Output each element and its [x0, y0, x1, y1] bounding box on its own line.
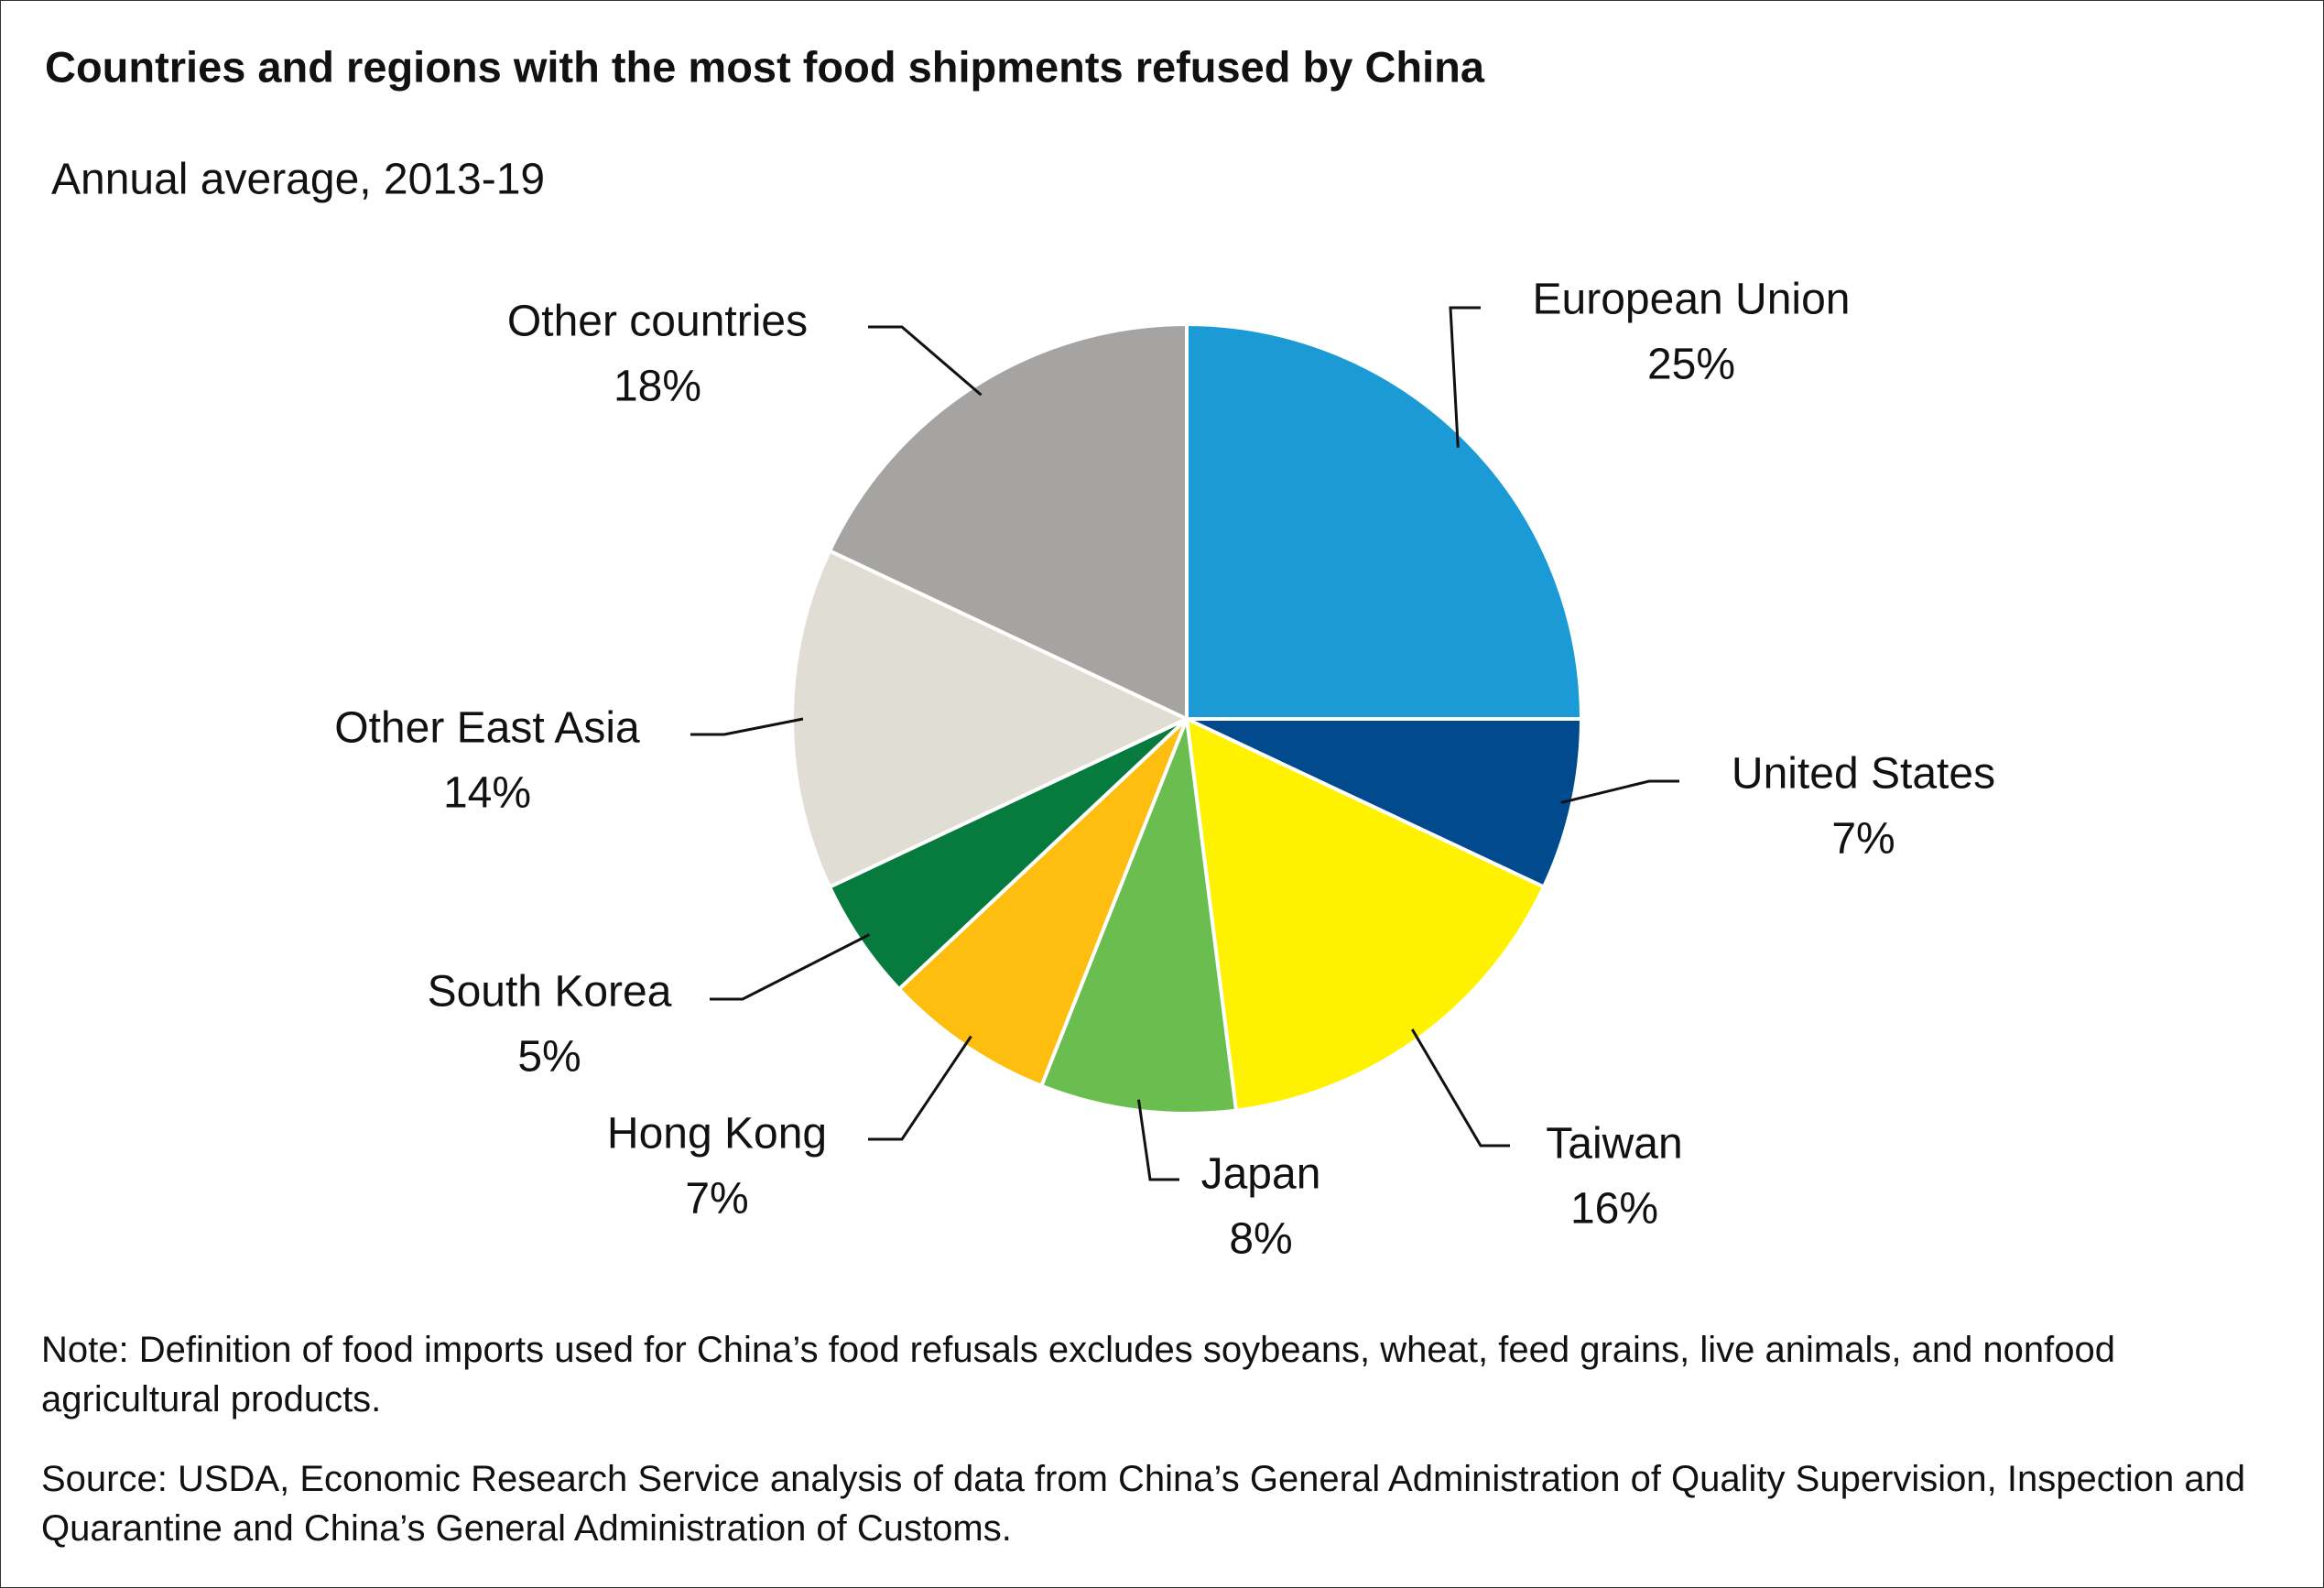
slice-label: Other East Asia: [334, 704, 640, 753]
pie-slice: [790, 548, 1191, 890]
slice-label: Japan: [1201, 1150, 1321, 1199]
chart-title: Countries and regions with the most food…: [45, 42, 1485, 91]
leader-line: [868, 325, 983, 397]
pie-slice: [1186, 717, 1584, 890]
leader-line: [1137, 1099, 1179, 1181]
slice-value-label: 18%: [614, 363, 701, 411]
leader-line: [690, 717, 804, 736]
leader-line: [868, 1035, 972, 1141]
source: Source: USDA, Economic Research Service …: [41, 1459, 2246, 1549]
slice-value-label: 7%: [685, 1175, 748, 1224]
chart-subtitle: Annual average, 2013-19: [51, 156, 545, 204]
leader-line: [1560, 779, 1679, 804]
slice-value-label: 25%: [1647, 341, 1735, 389]
slice-label: European Union: [1533, 276, 1851, 324]
pie-slice: [1185, 321, 1584, 721]
slice-label: Hong Kong: [607, 1110, 827, 1158]
slice-label: Taiwan: [1546, 1120, 1682, 1169]
slice-value-label: 8%: [1229, 1215, 1292, 1264]
slice-value-label: 5%: [517, 1033, 581, 1082]
note: Note: Definition of food imports used fo…: [41, 1330, 2116, 1419]
pie-slice: [1038, 718, 1239, 1115]
slice-label: Other countries: [507, 298, 808, 346]
leader-line: [1410, 1028, 1510, 1147]
slice-label: South Korea: [428, 968, 672, 1017]
slice-value-label: 16%: [1570, 1185, 1658, 1234]
slice-value-label: 7%: [1831, 815, 1895, 864]
slice-label: United States: [1732, 750, 1995, 799]
leader-line: [1449, 306, 1481, 448]
pie-slice: [827, 321, 1189, 723]
leader-line: [710, 933, 871, 1001]
slice-value-label: 14%: [443, 769, 531, 818]
